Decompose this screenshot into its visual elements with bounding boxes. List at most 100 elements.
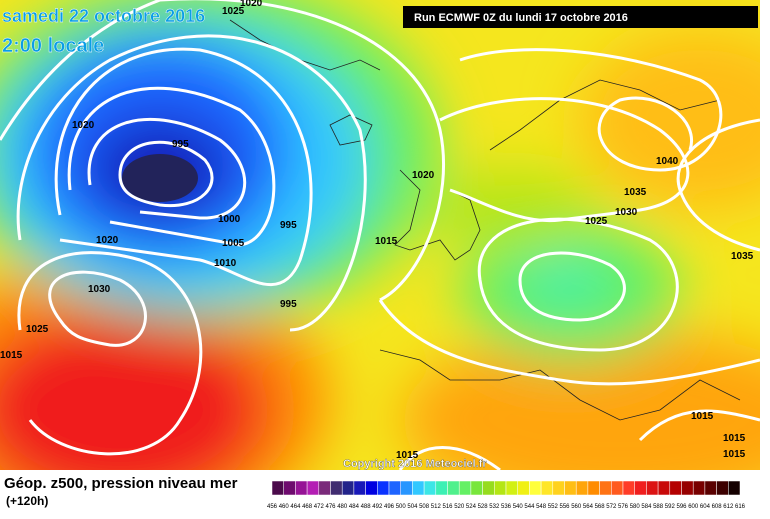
isobar bbox=[16, 34, 367, 332]
colorbar-cell bbox=[435, 480, 448, 496]
colorbar-cell bbox=[552, 480, 565, 496]
isobar bbox=[378, 299, 760, 386]
isobar-label: 1025 bbox=[222, 6, 245, 17]
isobar bbox=[54, 47, 313, 287]
isobar bbox=[67, 86, 276, 247]
colorbar-cell bbox=[447, 480, 460, 496]
colorbar-label: 508 bbox=[419, 504, 430, 510]
colorbar-label: 472 bbox=[314, 504, 325, 510]
colorbar-cell bbox=[423, 480, 437, 496]
colorbar-label: 596 bbox=[676, 504, 687, 510]
colorbar-cell bbox=[599, 480, 612, 496]
run-box bbox=[403, 6, 758, 28]
isobar bbox=[459, 48, 723, 172]
colorbar-label: 492 bbox=[372, 504, 383, 510]
isobar-label: 1010 bbox=[214, 258, 237, 269]
colorbar-cell bbox=[494, 480, 507, 496]
isobar-label: 1015 bbox=[396, 450, 419, 461]
isobar bbox=[477, 217, 679, 352]
colorbar-cell bbox=[271, 480, 284, 496]
legend-title: Géop. z500, pression niveau mer bbox=[4, 475, 238, 492]
colorbar-label: 496 bbox=[384, 504, 395, 510]
colorbar-label: 520 bbox=[454, 504, 465, 510]
colorbar-cell bbox=[306, 480, 320, 496]
isobar-label: 1020 bbox=[72, 120, 95, 131]
colorbar-label: 540 bbox=[513, 504, 524, 510]
colorbar-label: 604 bbox=[700, 504, 711, 510]
colorbar-cell bbox=[634, 480, 647, 496]
colorbar-label: 468 bbox=[302, 504, 313, 510]
date: samedi 22 octobre 2016 bbox=[2, 6, 205, 26]
colorbar-cell bbox=[517, 480, 530, 496]
colorbar-label: 576 bbox=[618, 504, 629, 510]
green-area bbox=[420, 170, 600, 250]
colorbar-label: 476 bbox=[325, 504, 336, 510]
colorbar-cell bbox=[482, 480, 495, 496]
colorbar-label: 544 bbox=[524, 504, 535, 510]
colorbar-label: 528 bbox=[478, 504, 489, 510]
colorbar-label: 584 bbox=[641, 504, 652, 510]
colorbar-cell bbox=[341, 480, 355, 496]
colorbar-cell bbox=[657, 480, 671, 496]
colorbar-label: 480 bbox=[337, 504, 348, 510]
colorbar-label: 456 bbox=[267, 504, 278, 510]
colorbar-label: 536 bbox=[501, 504, 512, 510]
isobar bbox=[87, 117, 247, 220]
isobar-label: 1015 bbox=[723, 449, 746, 460]
coastlines bbox=[229, 19, 741, 421]
isobar-label: 1015 bbox=[723, 433, 746, 444]
colorbar-cell bbox=[575, 480, 589, 496]
isobar-label: 1020 bbox=[96, 235, 119, 246]
colorbar-label: 504 bbox=[407, 504, 418, 510]
colorbar-cell bbox=[704, 480, 717, 496]
colorbar-cell bbox=[400, 480, 413, 496]
colorbar-label: 616 bbox=[735, 504, 746, 510]
colorbar-label: 524 bbox=[466, 504, 477, 510]
isobar-label: 995 bbox=[280, 299, 297, 310]
colorbar-cell bbox=[295, 480, 308, 496]
hot-area bbox=[0, 310, 270, 470]
isobar-label: 1020 bbox=[412, 170, 435, 181]
colorbar-label: 512 bbox=[431, 504, 442, 510]
colorbar-cell bbox=[669, 480, 682, 496]
colorbar-cell bbox=[646, 480, 659, 496]
isobar bbox=[48, 270, 147, 347]
isobar-label: 1025 bbox=[26, 324, 49, 335]
isobars bbox=[0, 0, 760, 470]
colorbar-label: 564 bbox=[583, 504, 594, 510]
colorbar-label: 552 bbox=[548, 504, 559, 510]
isobar-label: 1015 bbox=[0, 350, 23, 361]
colorbar-label: 612 bbox=[723, 504, 734, 510]
colorbar-cell bbox=[716, 480, 729, 496]
isobar-label: 995 bbox=[280, 220, 297, 231]
isobar-label: 1000 bbox=[218, 214, 241, 225]
colorbar-cell bbox=[412, 480, 425, 496]
border bbox=[760, 0, 770, 470]
low-center bbox=[122, 154, 198, 202]
colorbar-label: 580 bbox=[630, 504, 641, 510]
colorbar-cell bbox=[458, 480, 472, 496]
colorbar-cell bbox=[540, 480, 554, 496]
isobar-label: 1025 bbox=[585, 216, 608, 227]
colorbar-label: 560 bbox=[571, 504, 582, 510]
colorbar-cell bbox=[365, 480, 378, 496]
colorbar-label: 516 bbox=[442, 504, 453, 510]
warm-area bbox=[580, 30, 760, 210]
colorbar-cell bbox=[318, 480, 331, 496]
colorbar-label: 600 bbox=[688, 504, 699, 510]
colorbar-cell bbox=[330, 480, 343, 496]
colorbar-label: 588 bbox=[653, 504, 664, 510]
colorbar-label: 568 bbox=[595, 504, 606, 510]
colorbar-label: 484 bbox=[349, 504, 360, 510]
colorbar-cell bbox=[692, 480, 706, 496]
colorbar-cell bbox=[622, 480, 635, 496]
colorbar-cell bbox=[470, 480, 483, 496]
colorbar-label: 532 bbox=[489, 504, 500, 510]
isobar-label: 1030 bbox=[615, 207, 638, 218]
isobar bbox=[0, 0, 445, 302]
isobar bbox=[118, 140, 214, 208]
isobar-label: 1035 bbox=[624, 187, 647, 198]
copyright: Copyright 2016 Meteociel.fr bbox=[343, 458, 487, 470]
colorbar-cell bbox=[564, 480, 577, 496]
colorbar-label: 556 bbox=[559, 504, 570, 510]
